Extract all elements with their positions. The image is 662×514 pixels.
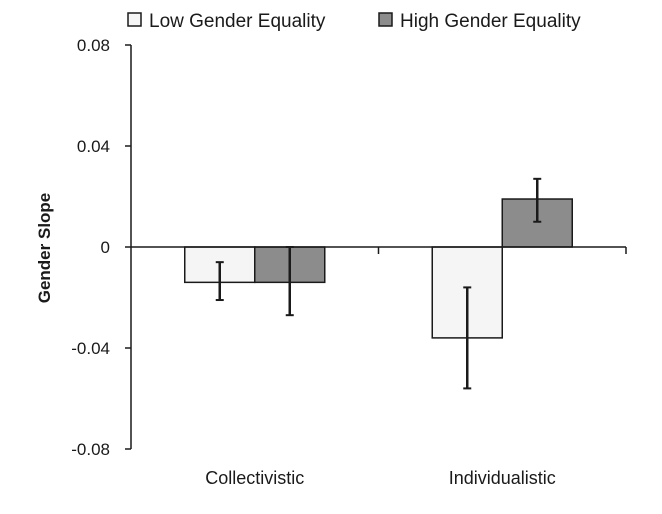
category-labels: Collectivistic Individualistic <box>205 468 556 488</box>
x-axis <box>131 246 627 254</box>
legend-label-high: High Gender Equality <box>400 11 581 32</box>
y-tick-label: 0.08 <box>77 36 110 55</box>
y-axis-title: Gender Slope <box>35 193 54 304</box>
y-tick-label: 0.04 <box>77 137 110 156</box>
y-tick-label: 0 <box>101 238 110 257</box>
y-tick-label: -0.04 <box>71 339 110 358</box>
legend-swatch-high <box>378 12 393 27</box>
y-tick-label: -0.08 <box>71 440 110 459</box>
category-label-individualistic: Individualistic <box>449 468 556 488</box>
legend-label-low: Low Gender Equality <box>149 11 326 32</box>
legend: Low Gender Equality High Gender Equality <box>127 11 581 32</box>
legend-swatch-low <box>127 12 142 27</box>
y-axis: 0.08 0.04 0 -0.04 -0.08 <box>71 36 132 459</box>
bars <box>184 177 573 390</box>
category-label-collectivistic: Collectivistic <box>205 468 304 488</box>
